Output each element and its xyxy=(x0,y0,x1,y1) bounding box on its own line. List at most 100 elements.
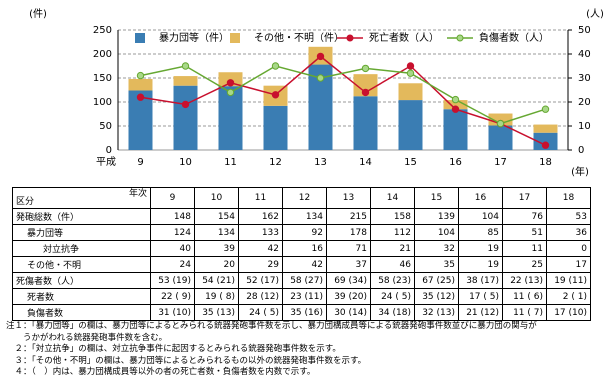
table-cell: 58 (27) xyxy=(282,272,327,289)
table-cell: 14 xyxy=(370,187,415,209)
x-tick-label: 17 xyxy=(494,157,507,168)
line-marker xyxy=(541,105,550,113)
table-cell: 16 xyxy=(458,187,503,209)
notes: 注１：「暴力団等」の欄は、暴力団等によるとみられる銃器発砲事件数を示し、暴力団構… xyxy=(6,321,611,379)
table-cell: 24 xyxy=(150,256,195,273)
bar-segment xyxy=(443,109,468,150)
x-tick-label: 11 xyxy=(224,157,237,168)
table-cell: その他・不明 xyxy=(12,256,151,273)
table-cell: 51 xyxy=(502,224,547,241)
table-cell: 12 xyxy=(282,187,327,209)
bar-segment xyxy=(173,76,198,86)
legend-label: その他・不明（件） xyxy=(254,31,344,44)
bar-segment xyxy=(443,100,468,110)
y-tick-label: 150 xyxy=(93,73,112,84)
table-cell: 年次区分 xyxy=(12,187,151,209)
table-cell: 112 xyxy=(370,224,415,241)
bar-segment xyxy=(218,86,243,150)
table-cell: 35 (13) xyxy=(194,304,239,321)
table-cell: 134 xyxy=(282,208,327,225)
table-cell: 104 xyxy=(414,224,459,241)
line-marker xyxy=(136,93,145,101)
line-marker xyxy=(226,79,235,87)
legend-swatch xyxy=(135,33,145,43)
table-cell: 85 xyxy=(458,224,503,241)
table-cell: 71 xyxy=(326,240,371,257)
table-cell: 35 xyxy=(414,256,459,273)
table-cell: 154 xyxy=(194,208,239,225)
table-cell: 215 xyxy=(326,208,371,225)
y2-tick-label: 20 xyxy=(578,97,591,108)
table-cell: 37 xyxy=(326,256,371,273)
line-marker xyxy=(361,88,370,97)
table-cell: 24 ( 5) xyxy=(238,304,283,321)
y2-tick-label: 0 xyxy=(578,145,584,156)
table-cell: 29 xyxy=(238,256,283,273)
table-cell: 34 (18) xyxy=(370,304,415,321)
line-marker xyxy=(136,71,145,80)
data-table: 年次 区分 9 10 11 12 13 14 15 16 17 18 発砲総数（件） 148 154 162 1… xyxy=(12,187,591,321)
table-cell: 19 xyxy=(458,240,503,257)
table-cell: 31 (10) xyxy=(150,304,195,321)
table-cell: 2 ( 1) xyxy=(546,288,591,305)
y-tick-label: 0 xyxy=(106,145,112,156)
x-prefix: 平成 xyxy=(96,156,116,168)
table-cell: 9 xyxy=(150,187,195,209)
corner-label: 区分 xyxy=(16,197,35,207)
table-cell: 178 xyxy=(326,224,371,241)
line-marker xyxy=(271,62,280,70)
table-cell: 発砲総数（件） xyxy=(12,208,151,225)
table-cell: 17 xyxy=(546,256,591,273)
note: 注１：「暴力団等」の欄は、暴力団等によるとみられる銃器発砲事件数を示し、暴力団構… xyxy=(6,321,537,331)
table-cell: 21 (12) xyxy=(458,304,503,321)
table-cell: 104 xyxy=(458,208,503,225)
table-cell: 15 xyxy=(414,187,459,209)
table-cell: 17 xyxy=(502,187,547,209)
table-cell: 22 ( 9) xyxy=(150,288,195,305)
y2-tick-label: 50 xyxy=(578,25,591,36)
y2-tick-label: 30 xyxy=(578,73,591,84)
table-cell: 19 ( 8) xyxy=(194,288,239,305)
line xyxy=(140,65,546,125)
table-cell: 負傷者数 xyxy=(12,304,151,321)
table-cell: 42 xyxy=(238,240,283,257)
line-marker xyxy=(316,74,325,82)
table-cell: 54 (21) xyxy=(194,272,239,289)
table-cell: 69 (34) xyxy=(326,272,371,289)
y-tick-label: 250 xyxy=(93,25,112,36)
x-tick-label: 9 xyxy=(137,157,143,168)
table-cell: 死者数 xyxy=(12,288,151,305)
table-cell: 124 xyxy=(150,224,195,241)
bar-segment xyxy=(488,113,513,126)
table-cell: 42 xyxy=(282,256,327,273)
line-marker xyxy=(361,64,370,73)
x-tick-label: 18 xyxy=(539,157,552,168)
x-tick-label: 16 xyxy=(449,157,462,168)
table-cell: 11 ( 7) xyxy=(502,304,547,321)
line-marker xyxy=(316,52,325,61)
bar-segment xyxy=(398,83,423,101)
bar-segment xyxy=(353,96,378,150)
x-tick-label: 14 xyxy=(359,157,372,168)
table-cell: 139 xyxy=(414,208,459,225)
table-cell: 25 xyxy=(502,256,547,273)
legend-marker xyxy=(456,34,464,42)
y2-unit: (人) xyxy=(586,8,604,20)
table-cell: 162 xyxy=(238,208,283,225)
bar-segment xyxy=(533,132,558,150)
x-tick-label: 10 xyxy=(179,157,192,168)
legend-label: 死亡者数（人） xyxy=(369,31,439,44)
table-cell: 22 (13) xyxy=(502,272,547,289)
corner-label: 年次 xyxy=(128,189,147,199)
line-marker xyxy=(181,100,190,109)
legend-marker xyxy=(346,34,354,42)
x-unit: (年) xyxy=(571,165,589,178)
line xyxy=(140,55,546,146)
table-cell: 39 (20) xyxy=(326,288,371,305)
table-cell: 17 ( 5) xyxy=(458,288,503,305)
table-cell: 17 (10) xyxy=(546,304,591,321)
chart: (件) (人) 0 50 100 150 200 250 0 10 20 30 40 50 平成 (年) 9 10… xyxy=(29,8,604,178)
table-cell: 32 (13) xyxy=(414,304,459,321)
table-cell: 67 (25) xyxy=(414,272,459,289)
